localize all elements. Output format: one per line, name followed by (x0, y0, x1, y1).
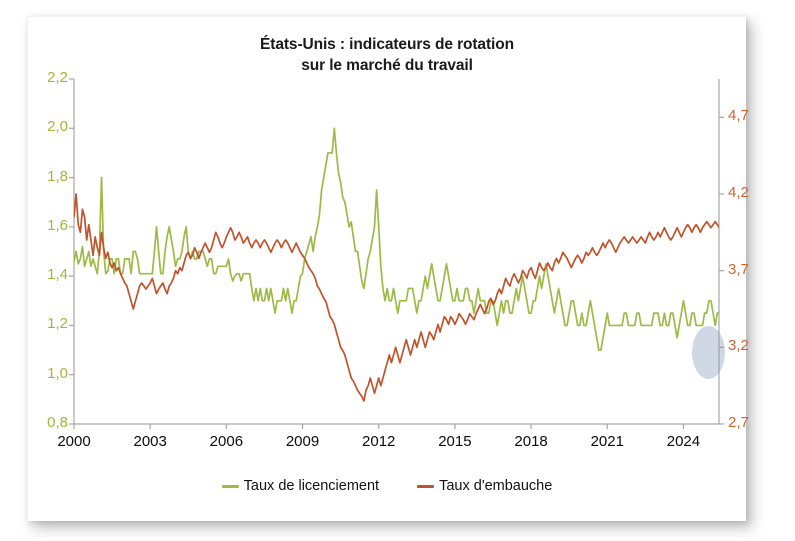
chart-card: États-Unis : indicateurs de rotation sur… (27, 16, 749, 521)
series-line-1 (74, 127, 719, 351)
chart-plot (69, 78, 724, 429)
x-axis-tick-2024: 2024 (666, 433, 701, 450)
legend-swatch-icon (417, 484, 435, 488)
x-axis-tick-2006: 2006 (209, 433, 244, 450)
legend-item-2[interactable]: Taux d'embauche (417, 478, 552, 494)
y-axis-left-tick-2,2: 2,2 (47, 69, 68, 86)
x-axis-tick-2000: 2000 (57, 433, 91, 450)
y-axis-left-tick-1,8: 1,8 (47, 167, 68, 185)
page-title: États-Unis : indicateurs de rotation sur… (28, 34, 746, 76)
x-axis-tick-2003: 2003 (133, 433, 167, 450)
y-axis-right-tick-3,7: 3,7 (728, 260, 749, 278)
y-axis-right-tick-4,7: 4,7 (728, 107, 749, 125)
y-axis-left-tick-1,4: 1,4 (47, 266, 68, 284)
y-axis-left-tick-1,6: 1,6 (47, 216, 68, 234)
y-axis-right-tick-2,7: 2,7 (728, 414, 749, 431)
x-axis-tick-2012: 2012 (362, 433, 396, 450)
x-axis-tick-2021: 2021 (590, 433, 624, 450)
legend-item-label: Taux de licenciement (243, 478, 380, 494)
x-axis-tick-2009: 2009 (285, 433, 320, 450)
y-axis-left-tick-2,0: 2,0 (47, 118, 68, 136)
chart-title-line-1: États-Unis : indicateurs de rotation (260, 36, 514, 53)
series-line-2 (74, 193, 719, 402)
legend-item-label: Taux d'embauche (439, 478, 553, 494)
legend-swatch-icon (221, 484, 239, 488)
y-axis-left-tick-1,0: 1,0 (47, 364, 68, 382)
y-axis-left-tick-0,8: 0,8 (47, 414, 68, 431)
y-axis-right-tick-3,2: 3,2 (728, 337, 749, 355)
x-axis-tick-2018: 2018 (514, 433, 548, 450)
x-axis-tick-2015: 2015 (438, 433, 472, 450)
chart-title-line-2: sur le marché du travail (301, 57, 473, 74)
y-axis-left-tick-1,2: 1,2 (47, 315, 68, 333)
y-axis-right-tick-4,2: 4,2 (728, 184, 749, 201)
chart-legend: Taux de licenciement Taux d'embauche (28, 478, 746, 494)
legend-item-1[interactable]: Taux de licenciement (221, 478, 380, 494)
